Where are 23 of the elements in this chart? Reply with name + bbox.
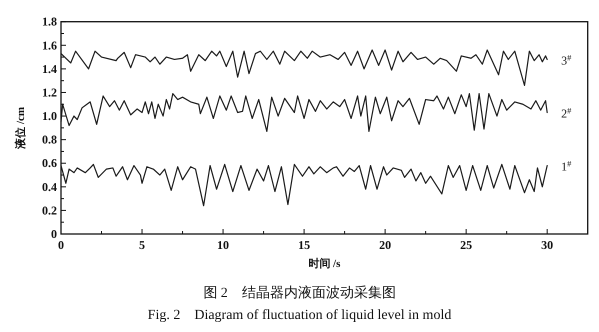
x-tick-label: 20 — [379, 238, 392, 252]
y-tick-label: 1.8 — [42, 14, 57, 29]
caption: Fig. 2 Diagram of fluctuation of liquid level in mold — [148, 308, 452, 323]
x-axis-title: 时间 /s — [308, 257, 342, 270]
series-label: 3$^{#}$ — [561, 52, 572, 68]
y-tick-label: 0 — [51, 227, 57, 241]
y-tick-label: 1.6 — [42, 38, 57, 52]
x-tick-label: 10 — [217, 238, 230, 252]
y-tick-label: 1.2 — [42, 85, 57, 100]
y-tick-label: 1.0 — [42, 109, 57, 124]
y-axis-title: 液位 /cm — [14, 106, 27, 150]
x-tick-label: 5 — [139, 238, 146, 252]
series-label: 1$^{#}$ — [561, 159, 572, 174]
y-tick-label: 0.6 — [42, 156, 57, 170]
y-tick-label: 0.8 — [42, 132, 57, 147]
series-label: 2$^{#}$ — [561, 106, 572, 121]
x-tick-label: 25 — [460, 238, 472, 252]
y-tick-label: 0.2 — [42, 203, 57, 218]
y-tick-label: 0.4 — [42, 180, 57, 194]
x-tick-label: 15 — [298, 238, 310, 252]
caption: 图 2 结晶器内液面波动采集图 — [203, 285, 396, 301]
x-tick-label: 30 — [541, 238, 554, 252]
y-tick-label: 1.4 — [42, 62, 57, 76]
